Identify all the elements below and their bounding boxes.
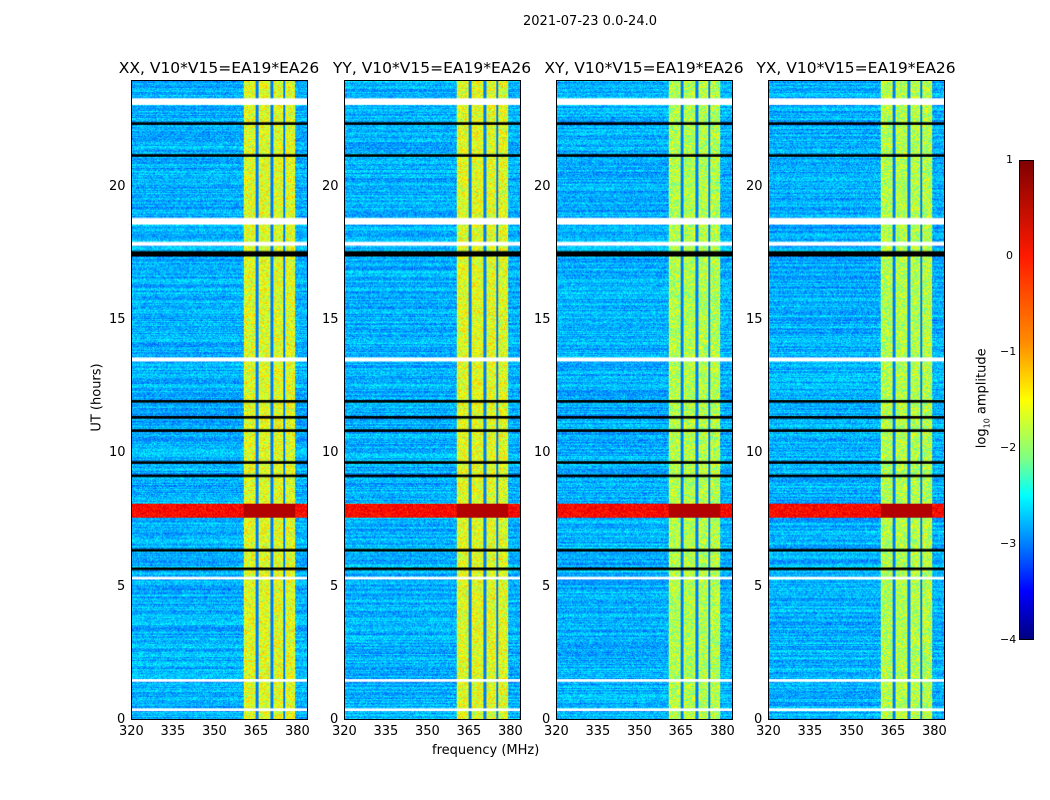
x-tick-label: 350 (626, 724, 652, 739)
y-tick-label: 20 (746, 178, 763, 194)
x-tick-label: 380 (284, 724, 310, 739)
y-tick-label: 15 (322, 312, 339, 327)
x-tick-label: 365 (456, 724, 482, 739)
x-tick-label: 365 (880, 724, 906, 739)
x-tick-label: 320 (544, 724, 569, 739)
x-tick-label: 320 (332, 724, 357, 739)
x-tick-label: 380 (709, 724, 735, 739)
y-tick-label: 0 (754, 712, 763, 727)
spectrogram-panel-2 (556, 80, 733, 720)
y-tick-label: 15 (109, 312, 126, 327)
x-tick-label: 350 (838, 724, 864, 739)
x-tick-label: 320 (756, 724, 781, 739)
y-tick-label: 10 (534, 445, 551, 461)
x-tick-label: 335 (160, 724, 186, 739)
colorbar-tick-label: −3 (1000, 537, 1017, 550)
x-tick-label: 320 (119, 724, 144, 739)
y-tick-label: 0 (330, 712, 339, 727)
colorbar (1019, 160, 1034, 640)
colorbar-label-main: log (974, 428, 990, 449)
figure-title: 2021-07-23 0.0-24.0 (523, 14, 657, 29)
y-tick-label: 5 (542, 578, 551, 594)
y-tick-label: 20 (534, 178, 551, 194)
x-tick-label: 365 (243, 724, 269, 739)
colorbar-tick-label: 0 (1006, 249, 1013, 262)
x-axis-label: frequency (MHz) (432, 743, 540, 758)
y-axis-label: UT (hours) (89, 363, 105, 432)
y-tick-label: 5 (754, 578, 763, 594)
panel-title: XX, V10*V15=EA19*EA26 (118, 59, 320, 77)
colorbar-tick-label: −2 (1000, 441, 1017, 454)
panel-title: YX, V10*V15=EA19*EA26 (756, 59, 956, 77)
panel-title: YY, V10*V15=EA19*EA26 (332, 59, 532, 77)
colorbar-tick-label: −1 (1000, 345, 1017, 358)
spectrogram-panel-0 (131, 80, 308, 720)
y-tick-label: 10 (746, 445, 763, 461)
x-tick-label: 365 (668, 724, 694, 739)
y-tick-label: 10 (322, 445, 339, 461)
x-tick-label: 350 (201, 724, 227, 739)
colorbar-label-sub: 10 (982, 418, 992, 429)
y-tick-label: 15 (534, 312, 551, 327)
colorbar-label-rest: amplitude (974, 348, 990, 419)
spectrogram-panel-1 (344, 80, 521, 720)
x-tick-label: 380 (497, 724, 523, 739)
x-tick-label: 350 (414, 724, 440, 739)
y-tick-label: 5 (330, 578, 339, 594)
y-tick-label: 15 (746, 312, 763, 327)
x-tick-label: 380 (921, 724, 947, 739)
y-tick-label: 0 (117, 712, 126, 727)
colorbar-tick-label: 1 (1006, 153, 1013, 166)
x-tick-label: 335 (585, 724, 611, 739)
y-tick-label: 10 (109, 445, 126, 461)
x-tick-label: 335 (373, 724, 399, 739)
y-tick-label: 0 (542, 712, 551, 727)
y-tick-label: 5 (117, 578, 126, 594)
y-tick-label: 20 (322, 178, 339, 194)
spectrogram-panel-3 (768, 80, 945, 720)
panel-title: XY, V10*V15=EA19*EA26 (544, 59, 744, 77)
y-tick-label: 20 (109, 178, 126, 194)
colorbar-label: log10 amplitude (975, 343, 992, 453)
colorbar-tick-label: −4 (1000, 633, 1017, 646)
x-tick-label: 335 (797, 724, 823, 739)
